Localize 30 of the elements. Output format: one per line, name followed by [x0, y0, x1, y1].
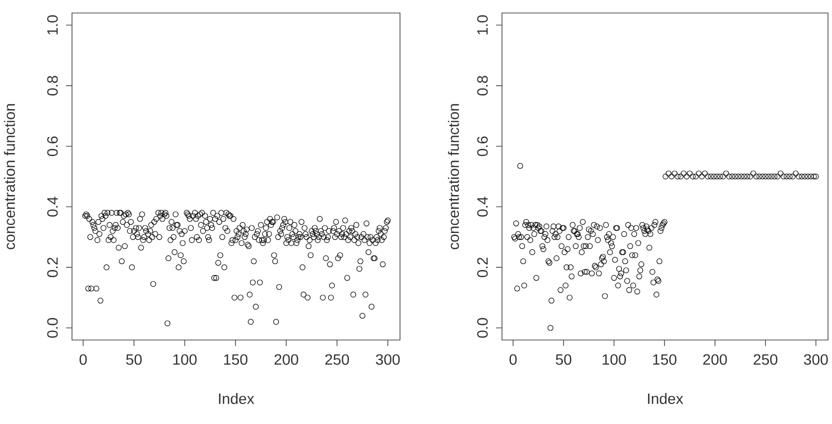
y-tick-label: 1.0 [47, 15, 58, 34]
x-axis-title: Index [648, 393, 684, 404]
y-tick-label: 0.6 [47, 136, 58, 156]
y-tick-label: 0.8 [47, 76, 58, 96]
y-tick-label: 0.0 [47, 318, 58, 338]
x-tick-label: 250 [754, 354, 778, 365]
x-tick-label: 200 [703, 354, 727, 365]
x-tick-label: 50 [556, 354, 572, 365]
y-tick-label: 1.0 [477, 15, 488, 34]
y-tick-label: 0.2 [47, 258, 58, 278]
y-tick-label: 0.0 [477, 318, 488, 338]
x-tick-label: 300 [804, 354, 828, 365]
y-tick-label: 0.8 [477, 76, 488, 96]
x-tick-label: 0 [510, 354, 517, 365]
x-tick-label: 200 [274, 354, 298, 365]
x-tick-label: 250 [325, 354, 349, 365]
y-tick-label: 0.2 [477, 258, 488, 278]
x-tick-label: 150 [224, 354, 248, 365]
y-axis-title: concentration function [448, 104, 459, 250]
x-axis-title: Index [219, 393, 254, 404]
y-tick-label: 0.6 [477, 136, 488, 156]
x-tick-label: 300 [376, 354, 400, 365]
y-tick-label: 0.4 [477, 196, 488, 217]
y-tick-label: 0.4 [47, 196, 58, 217]
y-axis-title: concentration function [4, 104, 15, 250]
x-tick-label: 50 [126, 354, 142, 365]
x-tick-label: 100 [602, 354, 626, 365]
x-tick-label: 100 [173, 354, 197, 365]
x-tick-label: 0 [80, 354, 87, 365]
x-tick-label: 150 [653, 354, 676, 365]
